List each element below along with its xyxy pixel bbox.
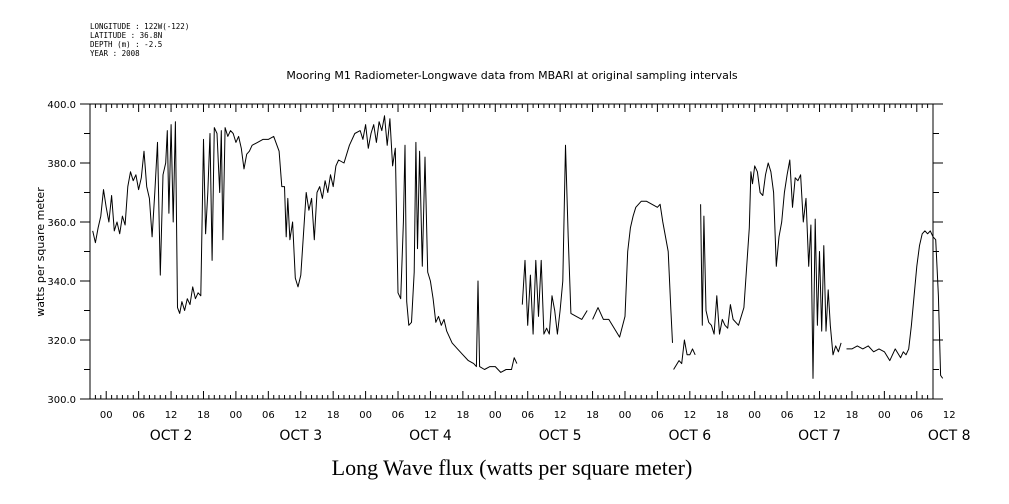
y-tick-label: 300.0 <box>47 395 76 406</box>
y-tick-label: 360.0 <box>47 218 76 229</box>
series-line <box>521 144 588 335</box>
x-tick-label: 18 <box>456 410 469 421</box>
x-tick-label: 06 <box>910 410 923 421</box>
data-series <box>92 115 944 379</box>
day-label: OCT 6 <box>668 428 711 444</box>
longitude-text: LONGITUDE : 122W(-122) <box>90 22 190 31</box>
y-tick-label: 340.0 <box>47 277 76 288</box>
axis-ticks <box>80 103 943 400</box>
y-tick-label: 380.0 <box>47 159 76 170</box>
day-label: OCT 7 <box>798 428 841 444</box>
x-tick-label: 12 <box>683 410 696 421</box>
x-tick-label: 06 <box>132 410 145 421</box>
year-text: YEAR : 2008 <box>90 49 140 58</box>
x-tick-label: 18 <box>846 410 859 421</box>
x-tick-label: 06 <box>521 410 534 421</box>
x-tick-label: 12 <box>943 410 956 421</box>
x-tick-label: 06 <box>781 410 794 421</box>
x-tick-label: 12 <box>165 410 178 421</box>
depth-text: DEPTH (m) : -2.5 <box>90 40 163 49</box>
series-line <box>846 230 944 379</box>
x-tick-label: 00 <box>878 410 891 421</box>
day-label: OCT 8 <box>928 428 971 444</box>
x-tick-label: 00 <box>359 410 372 421</box>
day-labels: OCT 2 OCT 3 OCT 4 OCT 5 OCT 6 OCT 7 OCT 8 <box>150 428 971 444</box>
day-label: OCT 4 <box>409 428 452 444</box>
y-axis-label: watts per square meter <box>34 187 47 317</box>
y-tick-label: 320.0 <box>47 336 76 347</box>
chart-title: Mooring M1 Radiometer-Longwave data from… <box>286 69 738 82</box>
x-tick-label: 00 <box>230 410 243 421</box>
y-tick-label: 400.0 <box>47 100 76 111</box>
x-axis-label: Long Wave flux (watts per square meter) <box>332 455 693 480</box>
series-line <box>673 339 696 370</box>
y-tick-labels: 300.0 320.0 340.0 360.0 380.0 400.0 <box>47 100 76 406</box>
series-line <box>592 200 673 343</box>
day-label: OCT 5 <box>539 428 582 444</box>
metadata-block: LONGITUDE : 122W(-122) LATITUDE : 36.8N … <box>90 22 189 58</box>
x-tick-label: 06 <box>651 410 664 421</box>
x-tick-label: 00 <box>100 410 113 421</box>
x-tick-label: 18 <box>197 410 210 421</box>
x-tick-label: 12 <box>554 410 567 421</box>
latitude-text: LATITUDE : 36.8N <box>90 31 163 40</box>
x-tick-label: 18 <box>586 410 599 421</box>
x-tick-label: 00 <box>489 410 502 421</box>
day-label: OCT 2 <box>150 428 193 444</box>
x-tick-label: 06 <box>262 410 275 421</box>
x-tick-labels: 00 06 12 18 00 06 12 18 00 06 12 18 00 06 12 18 00 06 12 18… <box>100 410 956 421</box>
x-tick-label: 18 <box>716 410 729 421</box>
x-tick-label: 12 <box>813 410 826 421</box>
series-line <box>92 115 518 373</box>
x-tick-label: 06 <box>392 410 405 421</box>
x-tick-label: 12 <box>424 410 437 421</box>
x-tick-label: 12 <box>294 410 307 421</box>
series-line <box>700 159 842 379</box>
x-tick-label: 18 <box>327 410 340 421</box>
plot-frame <box>89 103 934 400</box>
x-tick-label: 00 <box>619 410 632 421</box>
x-tick-label: 00 <box>748 410 761 421</box>
day-label: OCT 3 <box>279 428 322 444</box>
